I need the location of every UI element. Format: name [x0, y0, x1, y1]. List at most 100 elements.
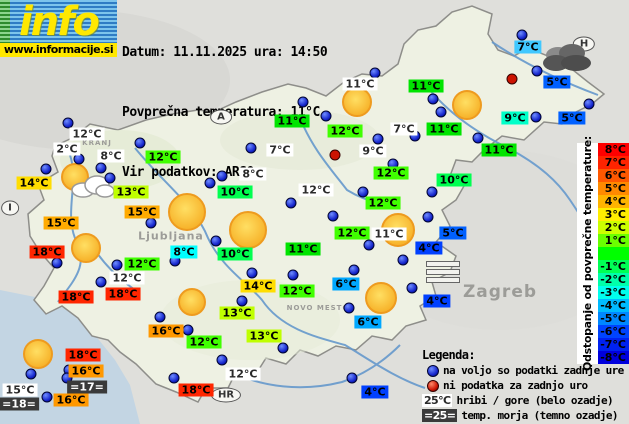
station-dot-data-available — [287, 269, 299, 281]
city-label: Zagreb — [462, 282, 538, 302]
station-temp-label: 12°C — [186, 335, 222, 349]
station-temp-label: 12°C — [69, 127, 105, 141]
scale-band: 2°C — [598, 221, 629, 234]
station-dot-data-available — [216, 354, 228, 366]
legend-blue-dot-icon — [427, 364, 439, 377]
station-temp-label: 8°C — [170, 245, 198, 259]
website-url[interactable]: www.informacije.si — [0, 43, 117, 57]
station-temp-label: 6°C — [354, 315, 382, 329]
station-dot-data-available — [516, 29, 528, 41]
station-temp-label: 13°C — [219, 306, 255, 320]
station-dot-data-available — [61, 372, 73, 384]
info-logo-banner: info — [0, 0, 117, 43]
station-dot-data-available — [62, 117, 74, 129]
station-dot-data-available — [168, 372, 180, 384]
legend-red-dot-icon — [427, 379, 439, 392]
station-temp-label: 12°C — [124, 257, 160, 271]
info-logo[interactable]: info www.informacije.si — [0, 0, 117, 57]
station-dot-data-available — [182, 324, 194, 336]
scale-band: 5°C — [598, 182, 629, 195]
station-temp-label: =18= — [0, 397, 39, 411]
station-temp-label: 12°C — [298, 183, 334, 197]
station-temp-label: 12°C — [373, 166, 409, 180]
station-dot-data-available — [372, 133, 384, 145]
scale-band: -6°C — [598, 325, 629, 338]
station-temp-label: 18°C — [58, 290, 94, 304]
station-dot-data-available — [210, 235, 222, 247]
station-temp-label: 12°C — [145, 150, 181, 164]
scale-band: -5°C — [598, 312, 629, 325]
station-temp-label: 11°C — [285, 242, 321, 256]
station-dot-data-available — [104, 172, 116, 184]
station-dot-data-available — [435, 106, 447, 118]
country-marker-a: A — [210, 109, 232, 125]
station-temp-label: 6°C — [332, 277, 360, 291]
station-temp-label: 7°C — [514, 40, 542, 54]
legend-item-text: temp. morja (temno ozadje) — [461, 409, 618, 422]
scale-title: Odstopanje od povprečne temperature: — [577, 136, 598, 371]
sun-icon — [452, 90, 482, 120]
station-dot-data-available — [426, 186, 438, 198]
station-dot-data-available — [406, 282, 418, 294]
station-temp-label: 9°C — [501, 111, 529, 125]
scale-band: 8°C — [598, 143, 629, 156]
stacked-bars-icon — [426, 261, 460, 285]
station-dot-data-available — [427, 93, 439, 105]
station-dot-data-available — [397, 254, 409, 266]
scale-band: 7°C — [598, 156, 629, 169]
station-temp-label: 4°C — [361, 385, 389, 399]
scale-band — [598, 247, 629, 260]
station-dot-data-available — [204, 177, 216, 189]
station-dot-data-available — [95, 162, 107, 174]
station-dot-data-available — [145, 217, 157, 229]
station-dot-data-available — [236, 295, 248, 307]
station-temp-label: 16°C — [53, 393, 89, 407]
sun-icon — [342, 87, 372, 117]
sun-icon — [23, 339, 53, 369]
legend-item: na voljo so podatki zadnje ure — [422, 363, 624, 378]
station-dot-data-available — [111, 259, 123, 271]
station-temp-label: 8°C — [97, 149, 125, 163]
station-temp-label: 2°C — [53, 142, 81, 156]
station-dot-data-available — [422, 211, 434, 223]
station-temp-label: 12°C — [327, 124, 363, 138]
station-temp-label: 12°C — [334, 226, 370, 240]
station-temp-label: 18°C — [178, 383, 214, 397]
temperature-deviation-scale: Odstopanje od povprečne temperature: 8°C… — [577, 136, 629, 371]
city-label: NOVO MESTO — [286, 304, 350, 312]
station-temp-label: 11°C — [481, 143, 517, 157]
scale-band: -7°C — [598, 338, 629, 351]
sun-icon — [71, 233, 101, 263]
station-temp-label: 15°C — [2, 383, 38, 397]
station-temp-label: 12°C — [225, 367, 261, 381]
station-dot-data-available — [348, 264, 360, 276]
legend-item-text: hribi / gore (belo ozadje) — [456, 394, 614, 407]
station-temp-label: 10°C — [436, 173, 472, 187]
country-marker-hr: HR — [210, 387, 242, 403]
country-marker-i: I — [1, 200, 19, 216]
station-temp-label: 5°C — [543, 75, 571, 89]
info-logo-text: info — [18, 0, 100, 43]
scale-band: -4°C — [598, 299, 629, 312]
station-temp-label: 5°C — [558, 111, 586, 125]
station-dot-data-available — [583, 98, 595, 110]
station-dot-data-available — [531, 65, 543, 77]
station-temp-label: 5°C — [439, 226, 467, 240]
station-temp-label: 16°C — [148, 324, 184, 338]
station-temp-label: 10°C — [217, 247, 253, 261]
station-dot-data-available — [472, 132, 484, 144]
station-dot-data-available — [327, 210, 339, 222]
city-label: KRANJ — [82, 139, 112, 147]
station-dot-data-available — [343, 302, 355, 314]
station-temp-label: 7°C — [266, 143, 294, 157]
legend-mountain-chip: 25°C — [422, 394, 453, 407]
station-dot-data-available — [530, 111, 542, 123]
station-dot-data-available — [134, 137, 146, 149]
scale-bands: 8°C 7°C 6°C 5°C 4°C 3°C 2°C 1°C -1°C -2°C -3°C -4°C… — [598, 143, 629, 364]
scale-band: 1°C — [598, 234, 629, 247]
station-temp-label: 18°C — [105, 287, 141, 301]
station-temp-label: 13°C — [113, 185, 149, 199]
scale-band: 4°C — [598, 195, 629, 208]
station-dot-data-available — [346, 372, 358, 384]
